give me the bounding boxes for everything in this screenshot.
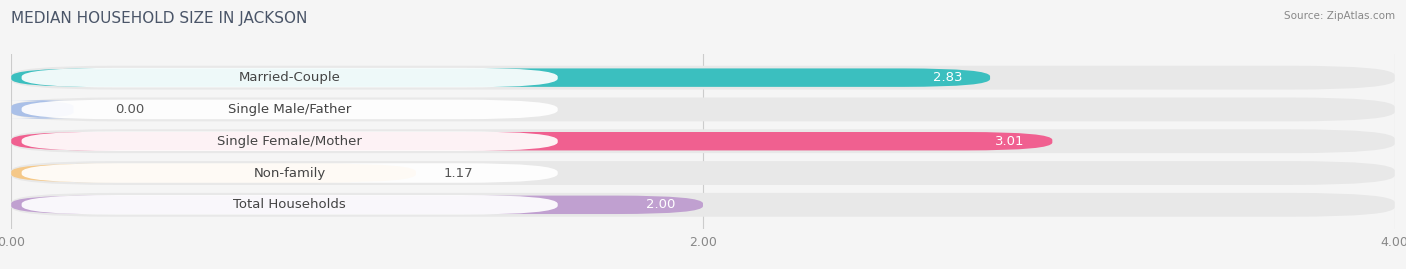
Text: Single Female/Mother: Single Female/Mother	[218, 135, 363, 148]
FancyBboxPatch shape	[21, 163, 558, 183]
Text: Source: ZipAtlas.com: Source: ZipAtlas.com	[1284, 11, 1395, 21]
FancyBboxPatch shape	[11, 97, 1395, 121]
FancyBboxPatch shape	[21, 195, 558, 215]
FancyBboxPatch shape	[21, 100, 558, 119]
FancyBboxPatch shape	[21, 132, 558, 151]
FancyBboxPatch shape	[11, 132, 1052, 150]
Text: Single Male/Father: Single Male/Father	[228, 103, 352, 116]
Text: Married-Couple: Married-Couple	[239, 71, 340, 84]
Text: 3.01: 3.01	[995, 135, 1025, 148]
FancyBboxPatch shape	[11, 196, 703, 214]
Text: MEDIAN HOUSEHOLD SIZE IN JACKSON: MEDIAN HOUSEHOLD SIZE IN JACKSON	[11, 11, 308, 26]
FancyBboxPatch shape	[11, 164, 416, 182]
FancyBboxPatch shape	[11, 66, 1395, 90]
Text: Non-family: Non-family	[253, 167, 326, 179]
FancyBboxPatch shape	[11, 161, 1395, 185]
Text: 1.17: 1.17	[444, 167, 474, 179]
FancyBboxPatch shape	[11, 129, 1395, 153]
Text: Total Households: Total Households	[233, 198, 346, 211]
Text: 2.83: 2.83	[934, 71, 962, 84]
FancyBboxPatch shape	[11, 68, 990, 87]
Text: 2.00: 2.00	[645, 198, 675, 211]
FancyBboxPatch shape	[21, 68, 558, 87]
FancyBboxPatch shape	[4, 100, 80, 119]
Text: 0.00: 0.00	[115, 103, 145, 116]
FancyBboxPatch shape	[11, 193, 1395, 217]
